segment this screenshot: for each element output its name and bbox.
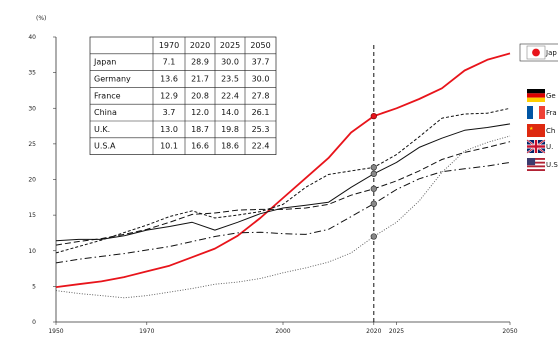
table-row-label: Japan xyxy=(93,58,116,67)
table-cell: 27.8 xyxy=(252,91,270,100)
table-cell: 30.0 xyxy=(221,58,239,67)
series-lines xyxy=(55,52,511,299)
svg-text:★: ★ xyxy=(529,126,534,132)
data-point-germany xyxy=(370,164,377,171)
data-point-france xyxy=(370,170,377,177)
table-cell: 26.1 xyxy=(252,108,270,117)
legend-label: U.S xyxy=(546,161,558,169)
table-cell: 30.0 xyxy=(252,75,270,84)
y-tick-label: 35 xyxy=(28,70,36,77)
flag-uk-icon xyxy=(526,139,546,154)
flag-usa-icon xyxy=(527,158,545,171)
reference-markers xyxy=(370,112,377,240)
table-header-cell: 2050 xyxy=(250,41,270,50)
x-tick-label: 2025 xyxy=(389,328,404,335)
y-tick-label: 10 xyxy=(28,248,36,255)
table-cell: 25.3 xyxy=(252,125,270,134)
flag-germany-icon xyxy=(527,89,545,102)
x-tick-label: 1970 xyxy=(139,328,154,335)
table-cell: 22.4 xyxy=(221,91,239,100)
y-tick-label: 15 xyxy=(28,212,36,219)
table-cell: 21.7 xyxy=(191,75,209,84)
flag-china-icon: ★ xyxy=(527,124,545,137)
data-table: 1970 2020 2025 2050 Japan 7.1 28.9 30.0 37.7 Germ… xyxy=(89,36,277,155)
x-tick-label: 1950 xyxy=(48,328,63,335)
series-line-uk xyxy=(55,141,511,246)
y-tick-label: 40 xyxy=(28,34,36,41)
legend-label: Ge xyxy=(546,92,556,100)
data-point-china xyxy=(370,233,377,240)
table-cell: 18.7 xyxy=(191,125,209,134)
data-point-japan xyxy=(370,112,377,120)
x-tick-label: 2020 xyxy=(366,328,381,335)
table-row-label: U.K. xyxy=(94,125,110,134)
y-tick-label: 20 xyxy=(28,177,36,184)
legend-label: Jap xyxy=(545,49,557,57)
table-cell: 10.1 xyxy=(160,142,178,151)
table-cell: 14.0 xyxy=(221,108,239,117)
table-cell: 12.0 xyxy=(191,108,209,117)
series-line-usa xyxy=(55,161,511,264)
table-cell: 20.8 xyxy=(191,91,209,100)
series-line-china xyxy=(55,135,511,299)
legend-label: Fra xyxy=(546,109,557,117)
table-row-label: U.S.A xyxy=(94,142,116,151)
table-cell: 3.7 xyxy=(163,108,176,117)
legend-label: U. xyxy=(546,143,553,151)
x-tick-label: 2000 xyxy=(275,328,290,335)
y-tick-label: 5 xyxy=(32,283,36,290)
y-axis-unit-label: (%) xyxy=(36,15,46,22)
table-header-cell: 2020 xyxy=(190,41,210,50)
table-cell: 19.8 xyxy=(221,125,239,134)
y-tick-label: 25 xyxy=(28,141,36,148)
legend: Jap Ge Fra ★ Ch U. U.S xyxy=(519,43,558,171)
table-cell: 13.0 xyxy=(160,125,178,134)
flag-france-icon xyxy=(527,106,545,119)
table-cell: 37.7 xyxy=(252,58,270,67)
data-point-uk xyxy=(370,185,377,192)
data-point-usa xyxy=(370,200,377,207)
table-cell: 22.4 xyxy=(252,142,270,151)
table-cell: 13.6 xyxy=(160,75,178,84)
table-cell: 28.9 xyxy=(191,58,209,67)
table-row-label: France xyxy=(94,91,121,100)
table-cell: 12.9 xyxy=(160,91,178,100)
series-line-germany xyxy=(55,107,511,254)
table-header-cell: 2025 xyxy=(220,41,240,50)
series-line-japan xyxy=(55,52,511,288)
y-tick-label: 0 xyxy=(32,319,36,326)
legend-label: Ch xyxy=(546,127,555,135)
table-cell: 23.5 xyxy=(221,75,239,84)
table-cell: 16.6 xyxy=(191,142,209,151)
table-cell: 7.1 xyxy=(163,58,176,67)
table-row-label: China xyxy=(94,108,117,117)
table-header-cell: 1970 xyxy=(159,41,179,50)
x-tick-label: 2050 xyxy=(502,328,517,335)
table-cell: 18.6 xyxy=(221,142,239,151)
table-row-label: Germany xyxy=(94,75,131,84)
series-line-france xyxy=(55,123,511,242)
flag-japan-icon xyxy=(526,45,546,60)
y-tick-label: 30 xyxy=(28,105,36,112)
